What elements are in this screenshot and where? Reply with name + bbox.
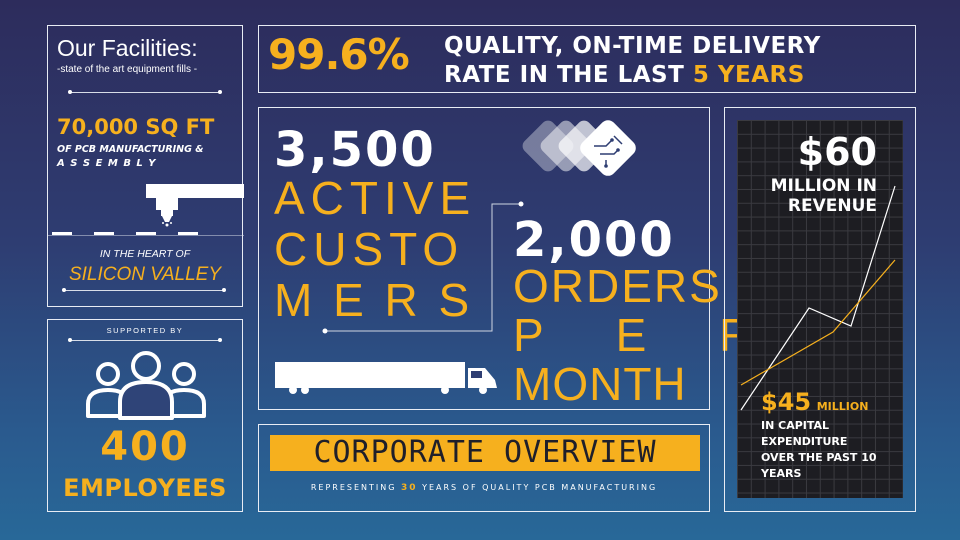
overview-subtitle-suffix: YEARS OF QUALITY PCB MANUFACTURING (422, 483, 658, 492)
revenue-line-2: REVENUE (787, 196, 877, 216)
revenue-chart-area (737, 120, 903, 498)
overview-subtitle-prefix: REPRESENTING (310, 483, 397, 492)
quality-line-2-prefix: RATE IN THE LAST (444, 62, 685, 88)
customers-word-3: M E R S (274, 274, 474, 326)
divider-dot (68, 338, 72, 342)
divider-dot (222, 288, 226, 292)
facilities-title: Our Facilities: (57, 35, 198, 61)
capex-line-1: MILLION (816, 400, 869, 413)
capex-block: $45 MILLION (761, 388, 868, 416)
customers-word-1: ACTIVE (274, 172, 477, 224)
revenue-amount: $60 (797, 130, 877, 174)
quality-line-2: RATE IN THE LAST 5 YEARS (444, 62, 805, 88)
capex-line-5: YEARS (761, 467, 802, 480)
divider (70, 340, 220, 341)
overview-title-box (270, 435, 700, 471)
facilities-subtitle: -state of the art equipment fills - (57, 64, 198, 75)
facilities-area: 70,000 SQ FT (57, 115, 215, 139)
revenue-trend-lines (740, 185, 896, 411)
overview-title: CORPORATE OVERVIEW (313, 435, 657, 470)
capex-line-3: EXPENDITURE (761, 435, 848, 448)
divider-dot (62, 288, 66, 292)
divider-dot (68, 90, 72, 94)
revenue-panel: $60 MILLION IN REVENUE $45 MILLION IN CA… (724, 107, 916, 512)
employees-panel: SUPPORTED BY 400 EMPLOYEES (47, 319, 243, 512)
capex-amount: $45 (761, 388, 812, 416)
orders-word-3: MONTH (513, 358, 687, 410)
facilities-area-desc-2: A S S E M B L Y (57, 158, 157, 169)
divider (64, 290, 224, 291)
customers-word-2: CUSTO (274, 223, 465, 275)
customers-number: 3,500 (274, 122, 436, 178)
overview-years: 30 (401, 483, 418, 493)
customers-orders-panel: 3,500 ACTIVE CUSTO M E R S 2,000 ORDERS … (258, 107, 752, 410)
divider (70, 92, 220, 93)
quality-years: 5 YEARS (692, 62, 805, 88)
capex-line-2: IN CAPITAL (761, 419, 830, 432)
people-icon (86, 351, 206, 420)
employees-label: EMPLOYEES (63, 474, 227, 502)
truck-icon (275, 362, 497, 394)
overview-panel: CORPORATE OVERVIEW REPRESENTING 30 YEARS… (258, 424, 710, 512)
capex-line-4: OVER THE PAST 10 (761, 451, 877, 464)
quality-panel: 99.6% QUALITY, ON-TIME DELIVERY RATE IN … (258, 25, 916, 93)
orders-word-1: ORDERS (513, 260, 722, 312)
supported-by-label: SUPPORTED BY (106, 326, 184, 335)
divider-dot (218, 338, 222, 342)
revenue-line-1: MILLION IN (770, 176, 877, 196)
location-intro: IN THE HEART OF (99, 248, 191, 260)
divider-dot (218, 90, 222, 94)
facilities-panel: Our Facilities: -state of the art equipm… (47, 25, 244, 307)
overview-subtitle: REPRESENTING 30 YEARS OF QUALITY PCB MAN… (259, 483, 709, 493)
quality-line-1: QUALITY, ON-TIME DELIVERY (444, 33, 821, 59)
orders-word-2: P E R (513, 309, 783, 361)
pcb-machine-icon (48, 184, 244, 236)
employee-count: 400 (100, 424, 190, 470)
facilities-area-desc: OF PCB MANUFACTURING & (57, 144, 204, 155)
orders-number: 2,000 (513, 212, 675, 268)
location-name: SILICON VALLEY (68, 264, 222, 285)
connector-line (322, 201, 524, 334)
quality-percent: 99.6% (268, 30, 410, 79)
circuit-chip-icon (522, 120, 636, 176)
